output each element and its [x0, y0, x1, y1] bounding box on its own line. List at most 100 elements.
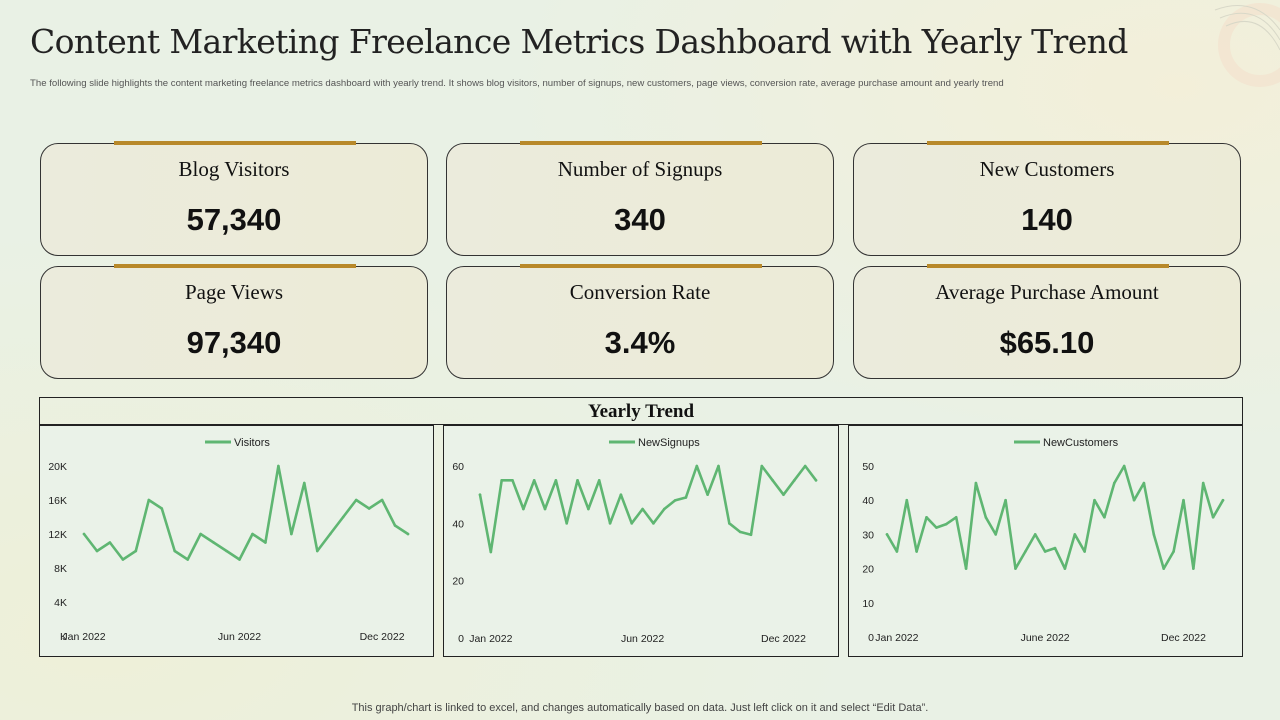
- data-point: [277, 464, 280, 468]
- new-signups-chart-svg: NewSignups 0 20 40 60 Jan 2022 Jun 2022 Dec 202…: [452, 437, 818, 645]
- data-point: [1152, 533, 1156, 536]
- data-point: [121, 558, 125, 561]
- x-tick-label: Jan 2022: [62, 631, 105, 643]
- data-point: [173, 549, 177, 553]
- data-point: [543, 507, 547, 511]
- data-point: [238, 558, 241, 561]
- metric-value: 97,340: [186, 325, 282, 360]
- data-point: [695, 464, 699, 468]
- card-accent-bar: [114, 141, 356, 145]
- metric-card-new-customers: New Customers 140: [853, 141, 1241, 256]
- data-point: [489, 550, 493, 554]
- data-point: [925, 516, 928, 519]
- data-point: [251, 532, 254, 536]
- data-point: [885, 533, 889, 536]
- metric-value: 3.4%: [604, 325, 676, 360]
- new-customers-chart-svg: NewCustomers 0 10 20 30 40 50 Jan 2022 June 2022…: [862, 437, 1225, 644]
- data-point: [1014, 567, 1017, 570]
- data-point: [1103, 516, 1106, 519]
- metric-label: New Customers: [979, 157, 1115, 181]
- decorative-rings: [1214, 3, 1280, 87]
- data-point: [1122, 464, 1126, 468]
- data-point: [803, 464, 807, 468]
- data-point: [1182, 498, 1185, 502]
- data-point: [290, 532, 293, 536]
- data-point: [1172, 550, 1175, 553]
- metric-value: 57,340: [186, 202, 282, 237]
- data-point: [1112, 481, 1116, 485]
- data-point: [367, 507, 371, 510]
- data-point: [597, 479, 601, 482]
- y-tick-label: 16K: [48, 495, 67, 507]
- data-point: [608, 522, 612, 525]
- data-point: [186, 558, 189, 561]
- data-point: [814, 479, 818, 482]
- data-point: [727, 522, 731, 525]
- visitors-chart: Visitors K 4K 8K 12K 16K 20K Jan 2022 Jun 2022 De…: [39, 425, 434, 657]
- legend-label: NewCustomers: [1043, 437, 1119, 449]
- series-line: [885, 464, 1225, 570]
- y-tick-label: 30: [862, 529, 874, 541]
- x-tick-label: Jan 2022: [469, 633, 512, 645]
- data-point: [1024, 550, 1027, 553]
- data-point: [782, 493, 785, 496]
- data-point: [619, 493, 623, 496]
- data-point: [212, 541, 215, 544]
- data-point: [738, 530, 742, 534]
- y-tick-label: 50: [862, 461, 874, 473]
- data-point: [393, 524, 397, 527]
- metric-card-conversion-rate: Conversion Rate 3.4%: [446, 264, 834, 379]
- metric-card-average-purchase-amount: Average Purchase Amount $65.10: [853, 264, 1241, 379]
- x-tick-label: Dec 2022: [360, 631, 405, 643]
- data-point: [565, 522, 569, 525]
- data-point: [944, 522, 948, 526]
- data-point: [935, 526, 938, 529]
- data-point: [652, 522, 655, 525]
- data-point: [576, 479, 579, 482]
- y-tick-label: 0: [458, 633, 464, 645]
- data-point: [315, 549, 319, 553]
- data-point: [406, 532, 410, 536]
- data-point: [760, 464, 764, 468]
- new-customers-chart: NewCustomers 0 10 20 30 40 50 Jan 2022 June 2022…: [848, 425, 1243, 657]
- y-tick-label: 8K: [54, 563, 67, 575]
- card-accent-bar: [927, 141, 1169, 145]
- data-point: [1093, 498, 1096, 502]
- data-point: [1083, 550, 1086, 553]
- data-point: [641, 507, 644, 511]
- card-accent-bar: [520, 264, 762, 268]
- new-signups-chart: NewSignups 0 20 40 60 Jan 2022 Jun 2022 Dec 202…: [443, 425, 839, 657]
- y-tick-label: 20: [452, 576, 464, 588]
- data-point: [954, 516, 958, 519]
- data-point: [915, 550, 918, 553]
- data-point: [684, 496, 688, 499]
- data-point: [771, 479, 774, 482]
- data-point: [1132, 498, 1136, 502]
- data-point: [532, 479, 536, 482]
- data-point: [1033, 533, 1037, 536]
- data-point: [108, 541, 112, 544]
- x-tick-label: Jun 2022: [218, 631, 261, 643]
- data-point: [82, 532, 86, 536]
- x-tick-label: Dec 2022: [1161, 632, 1206, 644]
- data-point: [1053, 546, 1057, 550]
- metric-value: 340: [614, 202, 666, 237]
- card-accent-bar: [927, 264, 1169, 268]
- data-point: [264, 541, 267, 544]
- data-point: [1043, 550, 1047, 553]
- data-point: [749, 533, 753, 537]
- x-tick-label: Dec 2022: [761, 633, 806, 645]
- data-point: [984, 516, 988, 519]
- y-tick-label: 20: [862, 564, 874, 576]
- y-tick-label: 0: [868, 632, 874, 644]
- y-tick-label: 20K: [48, 461, 67, 473]
- legend-label: NewSignups: [638, 437, 700, 449]
- yearly-trend-title: Yearly Trend: [39, 397, 1243, 425]
- metric-card-blog-visitors: Blog Visitors 57,340: [40, 141, 428, 256]
- y-tick-label: 12K: [48, 529, 67, 541]
- data-point: [1221, 498, 1225, 502]
- x-tick-label: June 2022: [1021, 632, 1070, 644]
- data-point: [673, 499, 677, 502]
- data-point: [964, 567, 968, 570]
- data-point: [478, 493, 482, 496]
